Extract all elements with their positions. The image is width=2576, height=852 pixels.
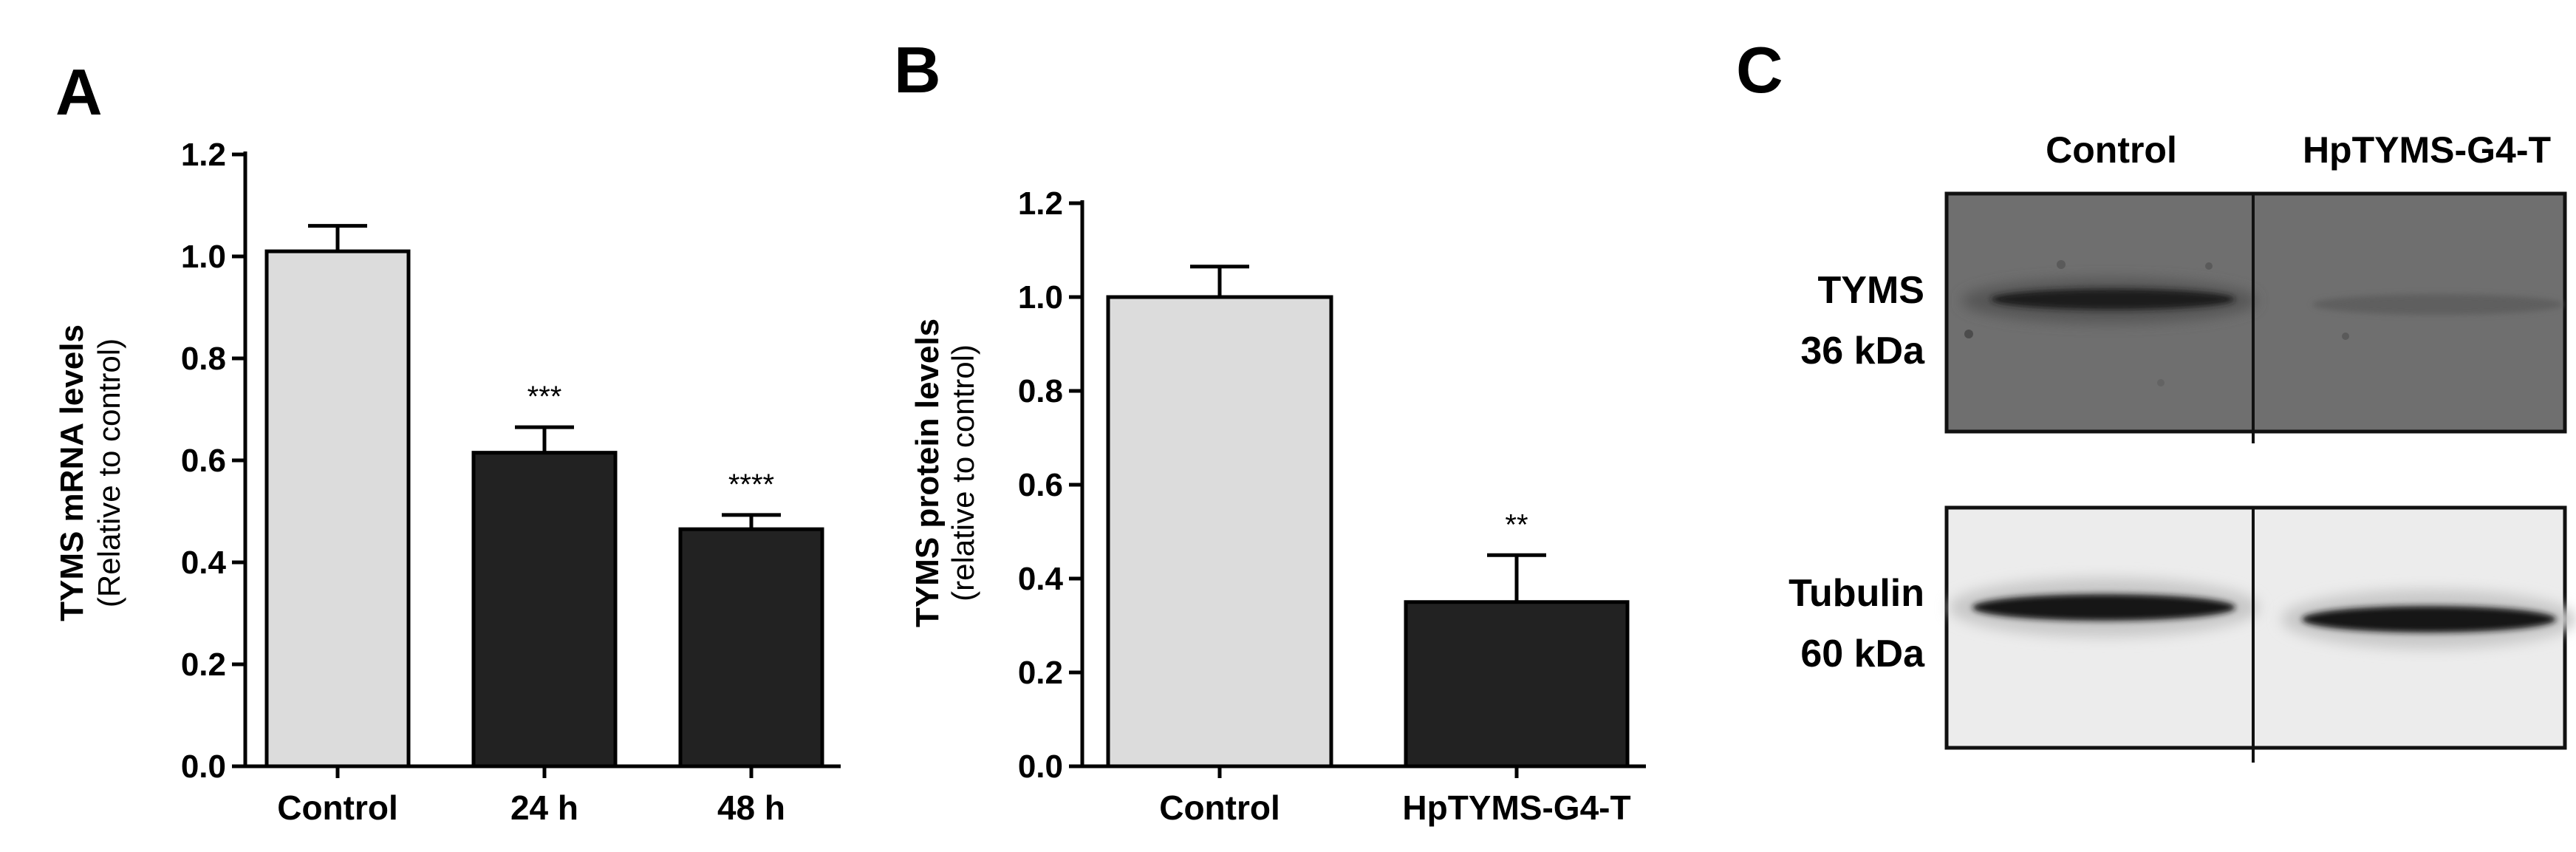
y-tick-label: 0.0 bbox=[181, 749, 226, 785]
panel-a-chart: A TYMS mRNA levels (Relative to control)… bbox=[54, 55, 841, 827]
panel-a-ylabel: TYMS mRNA levels bbox=[54, 324, 90, 621]
x-tick-label: Control bbox=[277, 788, 398, 827]
y-tick-label: 1.2 bbox=[1018, 185, 1063, 222]
blot-tubulin-membrane bbox=[1944, 505, 2576, 763]
panel-a-letter: A bbox=[55, 55, 103, 129]
panel-c-blot: C Control HpTYMS-G4-T TYMS 36 kDa Tubuli… bbox=[1736, 33, 2576, 763]
panel-c-letter: C bbox=[1736, 33, 1783, 106]
panel-b-chart: B TYMS protein levels (relative to contr… bbox=[894, 33, 1646, 827]
panel-a-axes: 0.0 0.2 0.4 0.6 0.8 1.0 1.2 Control 24 h 48 h bbox=[181, 137, 841, 827]
blot-speck bbox=[2157, 379, 2165, 386]
y-tick-label: 0.8 bbox=[1018, 373, 1063, 409]
panel-b-letter: B bbox=[894, 33, 941, 106]
bar bbox=[264, 249, 411, 768]
blot-row-tyms-name: TYMS bbox=[1818, 269, 1924, 312]
x-tick-label: 48 h bbox=[717, 788, 785, 827]
panel-b-ylabel-sub: (relative to control) bbox=[946, 344, 980, 601]
x-tick-label: Control bbox=[1159, 788, 1280, 827]
y-tick-label: 0.2 bbox=[1018, 655, 1063, 691]
blot-tubulin-band-control bbox=[1972, 594, 2235, 621]
blot-speck bbox=[2342, 333, 2349, 340]
bar bbox=[678, 527, 824, 768]
y-tick-label: 0.4 bbox=[1018, 561, 1064, 597]
bar bbox=[471, 451, 618, 768]
blot-speck bbox=[2205, 262, 2213, 270]
bar bbox=[1404, 600, 1630, 768]
significance-label: *** bbox=[527, 381, 562, 413]
blot-tyms-band-treated bbox=[2312, 294, 2563, 315]
y-tick-label: 0.6 bbox=[181, 443, 226, 479]
bar bbox=[1106, 295, 1333, 768]
panel-a-bars: ******* bbox=[264, 224, 824, 768]
blot-column-control: Control bbox=[2046, 129, 2177, 171]
blot-tyms-band-control bbox=[1991, 289, 2235, 310]
y-tick-label: 0.2 bbox=[181, 647, 226, 683]
x-tick-label: 24 h bbox=[510, 788, 578, 827]
y-tick-label: 1.0 bbox=[181, 239, 226, 275]
panel-a-ylabel-sub: (Relative to control) bbox=[92, 338, 126, 607]
y-tick-label: 1.0 bbox=[1018, 279, 1063, 316]
significance-label: **** bbox=[728, 468, 774, 501]
y-tick-label: 0.0 bbox=[1018, 749, 1063, 785]
panel-b-axes: 0.0 0.2 0.4 0.6 0.8 1.0 1.2 Control HpTYMS-G4-T bbox=[1018, 185, 1646, 827]
x-tick-label: HpTYMS-G4-T bbox=[1402, 788, 1630, 827]
significance-label: ** bbox=[1505, 508, 1528, 541]
blot-row-tubulin-name: Tubulin bbox=[1788, 572, 1924, 615]
blot-row-tubulin-size: 60 kDa bbox=[1800, 633, 1925, 675]
blot-speck bbox=[1964, 330, 1973, 338]
blot-tyms-membrane bbox=[1944, 191, 2567, 443]
y-tick-label: 0.8 bbox=[181, 341, 226, 377]
blot-tubulin-band-treated bbox=[2302, 606, 2556, 633]
panel-b-bars: ** bbox=[1106, 265, 1630, 768]
blot-speck bbox=[2057, 260, 2066, 269]
y-tick-label: 0.4 bbox=[181, 545, 227, 581]
blot-column-treated: HpTYMS-G4-T bbox=[2303, 129, 2551, 171]
panel-b-ylabel: TYMS protein levels bbox=[909, 318, 946, 627]
y-tick-label: 1.2 bbox=[181, 137, 226, 173]
y-tick-label: 0.6 bbox=[1018, 467, 1063, 503]
blot-row-tyms-size: 36 kDa bbox=[1800, 330, 1925, 372]
